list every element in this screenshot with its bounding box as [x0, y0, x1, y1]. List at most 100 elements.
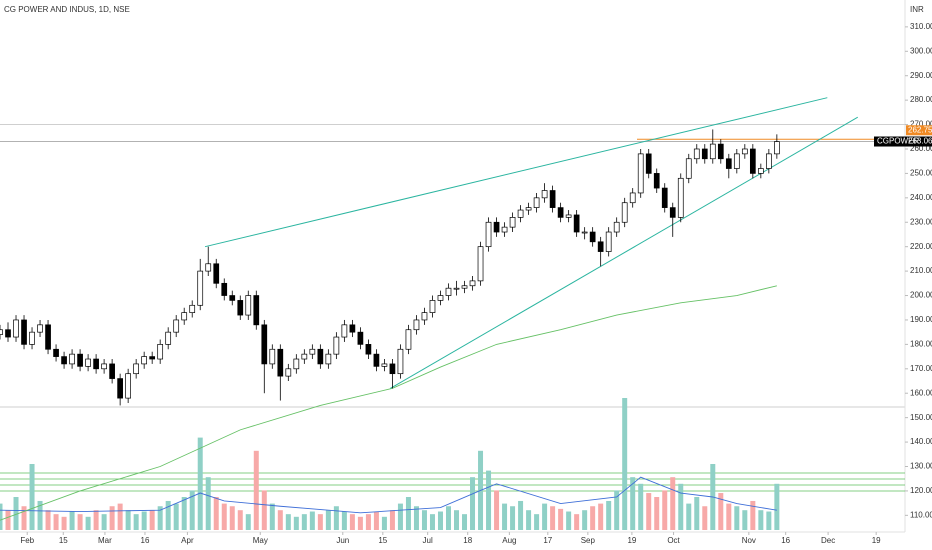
- volume-bar: [526, 510, 532, 530]
- candle-body: [245, 295, 252, 316]
- volume-bar: [550, 506, 556, 530]
- candle-body: [429, 300, 436, 313]
- volume-bar: [157, 506, 163, 530]
- candle-body: [493, 221, 500, 233]
- candle-body: [437, 295, 444, 301]
- candle-body: [669, 207, 676, 218]
- volume-bar: [630, 477, 636, 530]
- candle-body: [157, 344, 164, 360]
- volume-bar: [702, 506, 708, 530]
- volume-bar: [141, 511, 147, 530]
- candle-body: [197, 270, 204, 306]
- volume-bar: [261, 490, 267, 530]
- volume-bar: [646, 493, 652, 530]
- candle-body: [525, 207, 532, 211]
- candle-body: [469, 280, 476, 287]
- candle-body: [85, 358, 91, 367]
- y-tick-label: 160.00: [910, 388, 932, 397]
- candle-body: [477, 246, 484, 282]
- volume-bar: [301, 514, 307, 530]
- volume-bar: [638, 483, 644, 530]
- x-tick-label: Mar: [98, 536, 112, 545]
- x-tick-label: Jul: [423, 536, 433, 545]
- candle-body: [45, 324, 51, 350]
- candle-body: [613, 221, 620, 233]
- candle-body: [325, 353, 332, 365]
- candle-body: [309, 348, 316, 355]
- volume-bar: [373, 511, 379, 530]
- candle-body: [109, 363, 115, 379]
- volume-bar: [101, 514, 107, 530]
- x-tick-label: 15: [378, 536, 387, 545]
- volume-bar: [726, 503, 732, 530]
- candle-body: [229, 295, 236, 301]
- x-tick-label: 19: [872, 536, 881, 545]
- candle-body: [645, 153, 652, 174]
- y-tick-label: 110.00: [910, 510, 932, 519]
- x-tick-label: 16: [141, 536, 150, 545]
- volume-bar: [405, 497, 411, 530]
- volume-bar: [462, 514, 468, 530]
- candle-body: [205, 263, 212, 272]
- candle-body: [749, 148, 756, 174]
- x-tick-label: 15: [59, 536, 68, 545]
- volume-bar: [293, 516, 299, 530]
- candle-body: [293, 358, 300, 370]
- candle-body: [541, 190, 548, 199]
- candle-body: [373, 353, 380, 367]
- candle-body: [405, 329, 412, 350]
- volume-bar: [181, 497, 187, 530]
- x-tick-label: Oct: [667, 536, 680, 545]
- volume-bar: [21, 506, 27, 530]
- y-tick-label: 150.00: [910, 413, 932, 422]
- candle-body: [557, 207, 564, 218]
- volume-bar: [245, 514, 251, 530]
- volume-bar: [678, 483, 684, 530]
- volume-bar: [197, 437, 203, 530]
- candle-body: [317, 348, 324, 365]
- candle-body: [413, 319, 420, 331]
- volume-bar: [758, 510, 764, 530]
- candle-body: [757, 168, 764, 174]
- candle-body: [453, 287, 460, 290]
- candle-body: [765, 153, 772, 169]
- trendline: [204, 97, 828, 248]
- candle-body: [685, 158, 692, 179]
- volume-bar: [253, 450, 259, 530]
- volume-bar: [45, 510, 51, 530]
- volume-bar: [774, 483, 780, 530]
- candle-body: [501, 226, 508, 233]
- candle-body: [53, 348, 59, 357]
- y-tick-label: 220.00: [910, 242, 932, 251]
- volume-bar: [317, 514, 323, 530]
- volume-bar: [69, 511, 75, 530]
- candle-body: [237, 300, 244, 316]
- volume-bar: [341, 511, 347, 530]
- candle-body: [285, 368, 292, 377]
- y-tick-label: 290.00: [910, 71, 932, 80]
- candle-body: [133, 363, 140, 375]
- x-tick-label: Jun: [336, 536, 349, 545]
- volume-bar: [77, 514, 83, 530]
- candle-body: [485, 221, 492, 248]
- last-price-label: 263.06: [908, 137, 932, 146]
- candle-body: [189, 304, 196, 313]
- volume-bar: [766, 511, 772, 530]
- volume-bar: [734, 506, 740, 530]
- volume-bar: [718, 493, 724, 530]
- candle-body: [253, 295, 260, 326]
- candle-body: [517, 209, 524, 218]
- candle-body: [709, 143, 716, 160]
- volume-bar: [502, 503, 508, 530]
- volume-bar: [421, 510, 427, 530]
- x-tick-label: 17: [543, 536, 552, 545]
- candle-body: [333, 336, 340, 355]
- candle-body: [29, 331, 35, 345]
- x-tick-label: 19: [627, 536, 636, 545]
- x-tick-label: 16: [781, 536, 790, 545]
- volume-bar: [381, 516, 387, 530]
- x-tick-label: Apr: [181, 536, 194, 545]
- volume-bar: [109, 506, 115, 530]
- volume-bar: [558, 508, 564, 530]
- volume-bar: [454, 510, 460, 530]
